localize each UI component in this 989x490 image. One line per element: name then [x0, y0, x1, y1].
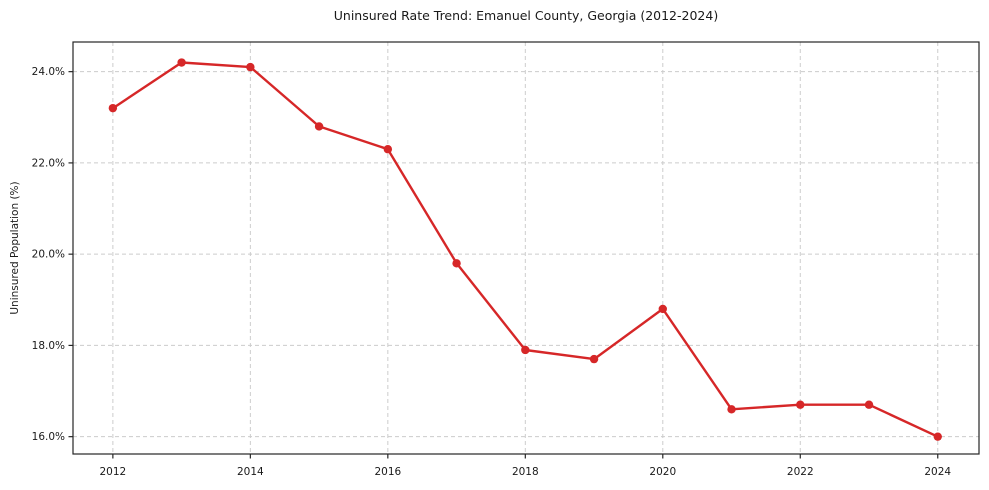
x-tick-label-2020: 2020: [649, 466, 676, 478]
data-point-2024: [933, 432, 942, 441]
data-point-2018: [521, 345, 530, 355]
x-tick-label-2012: 2012: [100, 466, 127, 478]
x-tick-label-2014: 2014: [237, 466, 264, 478]
data-point-2019: [589, 354, 599, 364]
y-tick-label-22.0%: 22.0%: [32, 157, 65, 169]
data-point-2012: [108, 103, 118, 113]
data-point-2013: [177, 58, 186, 67]
y-tick-label-18.0%: 18.0%: [32, 340, 65, 352]
data-point-2017: [452, 259, 461, 268]
x-tick-label-2018: 2018: [512, 466, 539, 478]
tick-layer: 2012 2014 2016 2018 2020 2022 2024 16.0% 18.0% 20…: [32, 66, 952, 478]
data-point-2016: [383, 145, 393, 154]
chart-title: Uninsured Rate Trend: Emanuel County, Ge…: [334, 8, 718, 23]
x-tick-label-2024: 2024: [924, 466, 951, 478]
data-point-2020: [658, 304, 667, 314]
data-point-2014: [246, 62, 255, 72]
x-tick-label-2022: 2022: [787, 466, 814, 478]
y-tick-label-20.0%: 20.0%: [32, 249, 65, 261]
data-point-2022: [796, 400, 805, 409]
data-point-2023: [864, 400, 874, 409]
y-tick-label-16.0%: 16.0%: [32, 431, 65, 443]
axes-frame: [72, 41, 980, 455]
data-point-2021: [727, 405, 736, 414]
series-layer: [108, 58, 942, 441]
x-tick-label-2016: 2016: [374, 466, 401, 478]
grid-layer: [73, 42, 979, 454]
plot-border: [72, 41, 980, 455]
y-tick-label-24.0%: 24.0%: [32, 66, 65, 78]
y-axis-label: Uninsured Population (%): [9, 181, 21, 314]
data-point-2015: [314, 122, 324, 131]
text-layer: Uninsured Rate Trend: Emanuel County, Ge…: [9, 8, 718, 315]
